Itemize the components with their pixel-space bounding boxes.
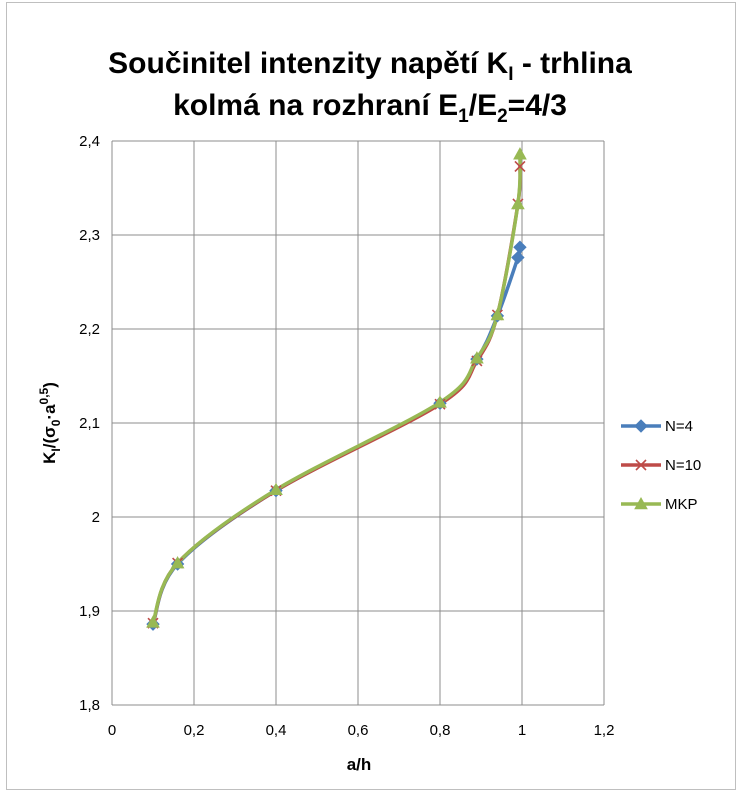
- x-tick-label: 0: [108, 722, 116, 739]
- y-tick-label: 2,2: [79, 321, 100, 338]
- x-tick-label: 0,4: [266, 722, 287, 739]
- legend-label-n-10: N=10: [665, 457, 701, 474]
- series-markers: [146, 147, 527, 631]
- data-point-mkp: [470, 351, 484, 364]
- data-point-mkp: [269, 482, 283, 496]
- y-tick-label: 2: [92, 509, 100, 526]
- x-tick-label: 0,8: [430, 722, 451, 739]
- x-tick-label: 0,2: [184, 722, 205, 739]
- legend-label-mkp: MKP: [665, 496, 698, 513]
- legend-marker-n-4: [634, 419, 648, 433]
- legend-label-n-4: N=4: [665, 418, 693, 435]
- marker-x-stroke: [514, 160, 526, 172]
- y-tick-label: 1,9: [79, 603, 100, 620]
- data-point-mkp: [433, 395, 447, 408]
- data-point-n-4: [511, 250, 525, 265]
- data-point-mkp: [490, 307, 505, 321]
- series-line-n-4: [151, 245, 522, 626]
- y-tick-label: 1,8: [79, 697, 100, 714]
- chart-title-line-1: Součinitel intenzity napětí KI - trhlina: [108, 47, 632, 85]
- chart-frame: Součinitel intenzity napětí KI - trhlina…: [6, 2, 736, 790]
- legend: N=4 N=10 MKP: [621, 418, 701, 513]
- data-point-n-4: [513, 240, 527, 254]
- legend-marker-n-10: [635, 459, 647, 471]
- data-point-mkp: [511, 196, 525, 210]
- y-axis-label: KI/(σ0·a0,5): [37, 382, 63, 464]
- data-point-mkp: [146, 615, 160, 628]
- y-tick-label: 2,1: [79, 415, 100, 432]
- legend-marker-mkp: [634, 496, 648, 510]
- data-point-mkp: [513, 147, 527, 160]
- x-tick-label: 1: [518, 722, 526, 739]
- axis-tick-labels: 0 0,2 0,4 0,6 0,8 1 1,2 1,8 1,9 2 2,1 2,2 2,3 2,4: [79, 133, 614, 739]
- series-line-mkp: [151, 152, 522, 625]
- x-axis-label: a/h: [347, 755, 372, 774]
- chart-title-line-2: kolmá na rozhraní E1/E2=4/3: [173, 89, 567, 127]
- data-point-n-10: [514, 160, 526, 172]
- marker-x-stroke: [635, 459, 647, 471]
- y-tick-label: 2,3: [79, 227, 100, 244]
- y-tick-label: 2,4: [79, 133, 100, 150]
- x-tick-label: 0,6: [348, 722, 369, 739]
- plot-gridlines: [111, 140, 605, 706]
- x-tick-label: 1,2: [594, 722, 615, 739]
- series-lines: [151, 152, 522, 626]
- chart-svg: Součinitel intenzity napětí KI - trhlina…: [37, 47, 701, 774]
- data-point-mkp: [170, 556, 185, 569]
